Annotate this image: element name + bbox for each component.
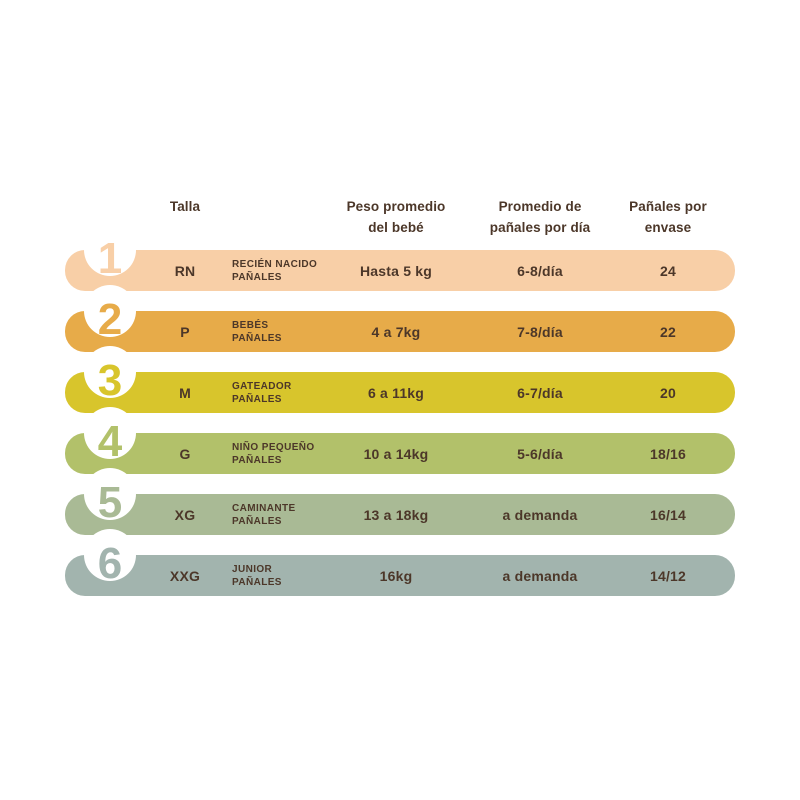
product-name-line2: PAÑALES bbox=[232, 333, 282, 344]
size-row-4: 4 G NIÑO PEQUEÑO PAÑALES 10 a 14kg 5-6/d… bbox=[65, 407, 735, 474]
header-peso-line2: del bebé bbox=[368, 220, 424, 235]
product-name-line2: PAÑALES bbox=[232, 272, 282, 283]
product-name: CAMINANTE PAÑALES bbox=[232, 494, 397, 535]
product-name: BEBÉS PAÑALES bbox=[232, 311, 397, 352]
product-name-line1: CAMINANTE bbox=[232, 503, 296, 514]
size-row-6: 6 XXG JUNIOR PAÑALES 16kg a demanda 14/1… bbox=[65, 529, 735, 596]
size-code: P bbox=[180, 323, 190, 340]
row-number-badge: 6 bbox=[84, 529, 136, 586]
weight-range: 6 a 11kg bbox=[367, 384, 425, 401]
column-header-panales-por-envase: Pañales por envase bbox=[618, 196, 718, 238]
weight-range: 4 a 7kg bbox=[371, 323, 421, 340]
header-perday-line2: pañales por día bbox=[489, 220, 591, 235]
size-row-2: 2 P BEBÉS PAÑALES 4 a 7kg 7-8/día 22 bbox=[65, 285, 735, 352]
size-code: XG bbox=[174, 506, 196, 523]
product-name-line1: GATEADOR bbox=[232, 381, 292, 392]
size-row-1: 1 RN RECIÉN NACIDO PAÑALES Hasta 5 kg 6-… bbox=[65, 224, 735, 291]
row-number: 4 bbox=[97, 417, 123, 466]
product-name: NIÑO PEQUEÑO PAÑALES bbox=[232, 433, 397, 474]
row-number: 3 bbox=[97, 356, 123, 405]
size-row-3: 3 M GATEADOR PAÑALES 6 a 11kg 6-7/día 20 bbox=[65, 346, 735, 413]
diapers-per-day: 6-8/día bbox=[517, 262, 563, 279]
row-number-badge: 5 bbox=[84, 468, 136, 525]
header-peso-line1: Peso promedio bbox=[346, 199, 446, 214]
product-name-line2: PAÑALES bbox=[232, 394, 282, 405]
row-number: 2 bbox=[97, 295, 123, 344]
row-number-badge: 2 bbox=[84, 285, 136, 342]
row-number-badge: 3 bbox=[84, 346, 136, 403]
product-name: JUNIOR PAÑALES bbox=[232, 555, 397, 596]
size-row-5: 5 XG CAMINANTE PAÑALES 13 a 18kg a deman… bbox=[65, 468, 735, 535]
size-code: XXG bbox=[169, 567, 201, 584]
header-talla-label: Talla bbox=[169, 199, 201, 214]
diapers-per-day: a demanda bbox=[502, 567, 578, 584]
product-name-line1: NIÑO PEQUEÑO bbox=[232, 442, 315, 453]
diapers-per-pack: 22 bbox=[660, 323, 676, 340]
product-name-line1: RECIÉN NACIDO bbox=[232, 259, 318, 270]
diapers-per-pack: 18/16 bbox=[649, 445, 687, 462]
diapers-per-day: a demanda bbox=[502, 506, 578, 523]
row-number-badge: 1 bbox=[84, 224, 136, 281]
column-header-talla: Talla bbox=[150, 196, 220, 217]
product-name: GATEADOR PAÑALES bbox=[232, 372, 397, 413]
size-code: M bbox=[179, 384, 191, 401]
row-number: 1 bbox=[97, 234, 123, 283]
size-code: G bbox=[179, 445, 191, 462]
header-perpack-line2: envase bbox=[644, 220, 692, 235]
product-name-line2: PAÑALES bbox=[232, 516, 282, 527]
diapers-per-pack: 24 bbox=[660, 262, 676, 279]
diapers-per-day: 7-8/día bbox=[517, 323, 563, 340]
column-header-peso-promedio: Peso promedio del bebé bbox=[326, 196, 466, 238]
weight-range: 10 a 14kg bbox=[363, 445, 429, 462]
row-number: 6 bbox=[97, 539, 123, 588]
weight-range: 13 a 18kg bbox=[363, 506, 429, 523]
diapers-per-day: 5-6/día bbox=[517, 445, 563, 462]
product-name: RECIÉN NACIDO PAÑALES bbox=[232, 250, 397, 291]
diapers-per-pack: 14/12 bbox=[649, 567, 687, 584]
column-header-panales-por-dia: Promedio de pañales por día bbox=[468, 196, 612, 238]
header-perday-line1: Promedio de bbox=[498, 199, 582, 214]
product-name-line1: JUNIOR bbox=[232, 564, 273, 575]
weight-range: 16kg bbox=[379, 567, 413, 584]
product-name-line2: PAÑALES bbox=[232, 455, 282, 466]
product-name-line2: PAÑALES bbox=[232, 577, 282, 588]
product-name-line1: BEBÉS bbox=[232, 320, 269, 331]
diapers-per-day: 6-7/día bbox=[517, 384, 563, 401]
header-perpack-line1: Pañales por bbox=[629, 199, 707, 214]
diapers-per-pack: 20 bbox=[660, 384, 676, 401]
weight-range: Hasta 5 kg bbox=[359, 262, 433, 279]
row-number: 5 bbox=[97, 478, 123, 527]
size-code: RN bbox=[174, 262, 196, 279]
diapers-per-pack: 16/14 bbox=[649, 506, 687, 523]
row-number-badge: 4 bbox=[84, 407, 136, 464]
